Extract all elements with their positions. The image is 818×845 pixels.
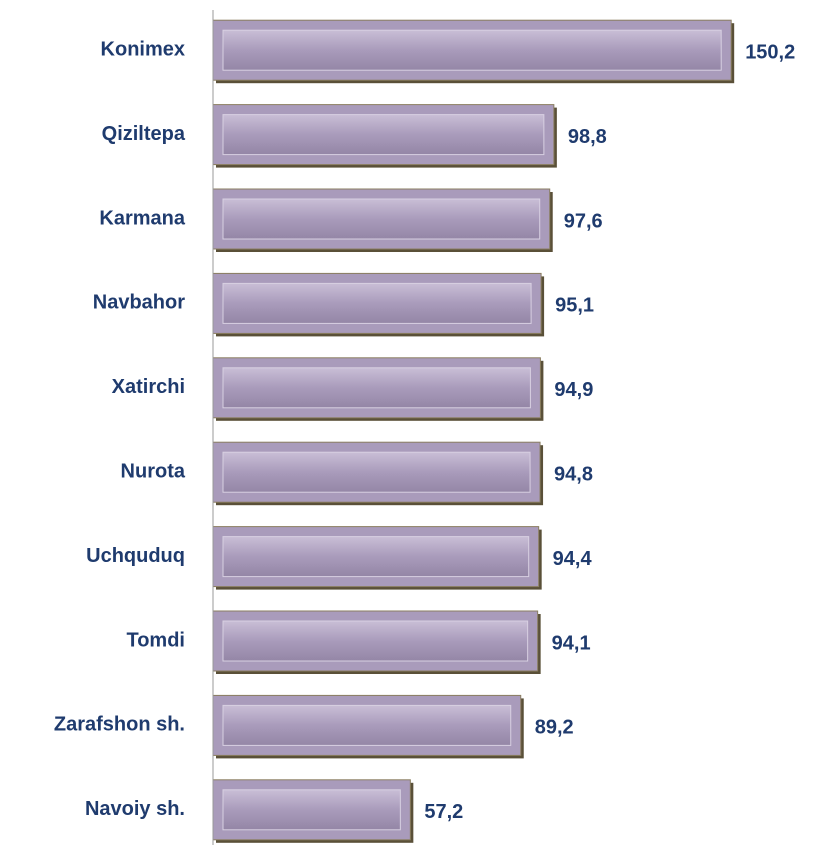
- y-tick-label: Navbahor: [93, 292, 185, 314]
- y-tick-label: Xatirchi: [112, 376, 185, 398]
- bar-face: [222, 536, 530, 578]
- bar-face: [222, 451, 531, 493]
- y-tick-label: Navoiy sh.: [85, 798, 185, 820]
- data-label: 95,1: [555, 295, 594, 317]
- y-tick-label: Qiziltepa: [102, 123, 186, 145]
- data-label: 94,1: [552, 632, 591, 654]
- y-tick-label: Uchquduq: [86, 545, 185, 567]
- y-tick-label: Tomdi: [126, 629, 185, 651]
- bar-face: [222, 282, 532, 324]
- data-label: 97,6: [564, 210, 603, 232]
- bar-face: [222, 29, 722, 71]
- y-tick-label: Konimex: [101, 38, 185, 60]
- bar-face: [222, 198, 541, 240]
- data-label: 150,2: [745, 41, 795, 63]
- bar-face: [222, 789, 401, 831]
- data-label: 94,4: [553, 548, 593, 570]
- data-label: 57,2: [424, 801, 463, 823]
- bar-face: [222, 704, 512, 746]
- bar-face: [222, 620, 529, 662]
- y-tick-label: Nurota: [121, 460, 186, 482]
- bar-face: [222, 367, 531, 409]
- data-label: 98,8: [568, 126, 607, 148]
- data-label: 89,2: [535, 717, 574, 739]
- data-label: 94,8: [554, 463, 593, 485]
- data-label: 94,9: [554, 379, 593, 401]
- y-tick-label: Karmana: [99, 207, 185, 229]
- y-tick-label: Zarafshon sh.: [54, 714, 185, 736]
- bar-face: [222, 114, 545, 156]
